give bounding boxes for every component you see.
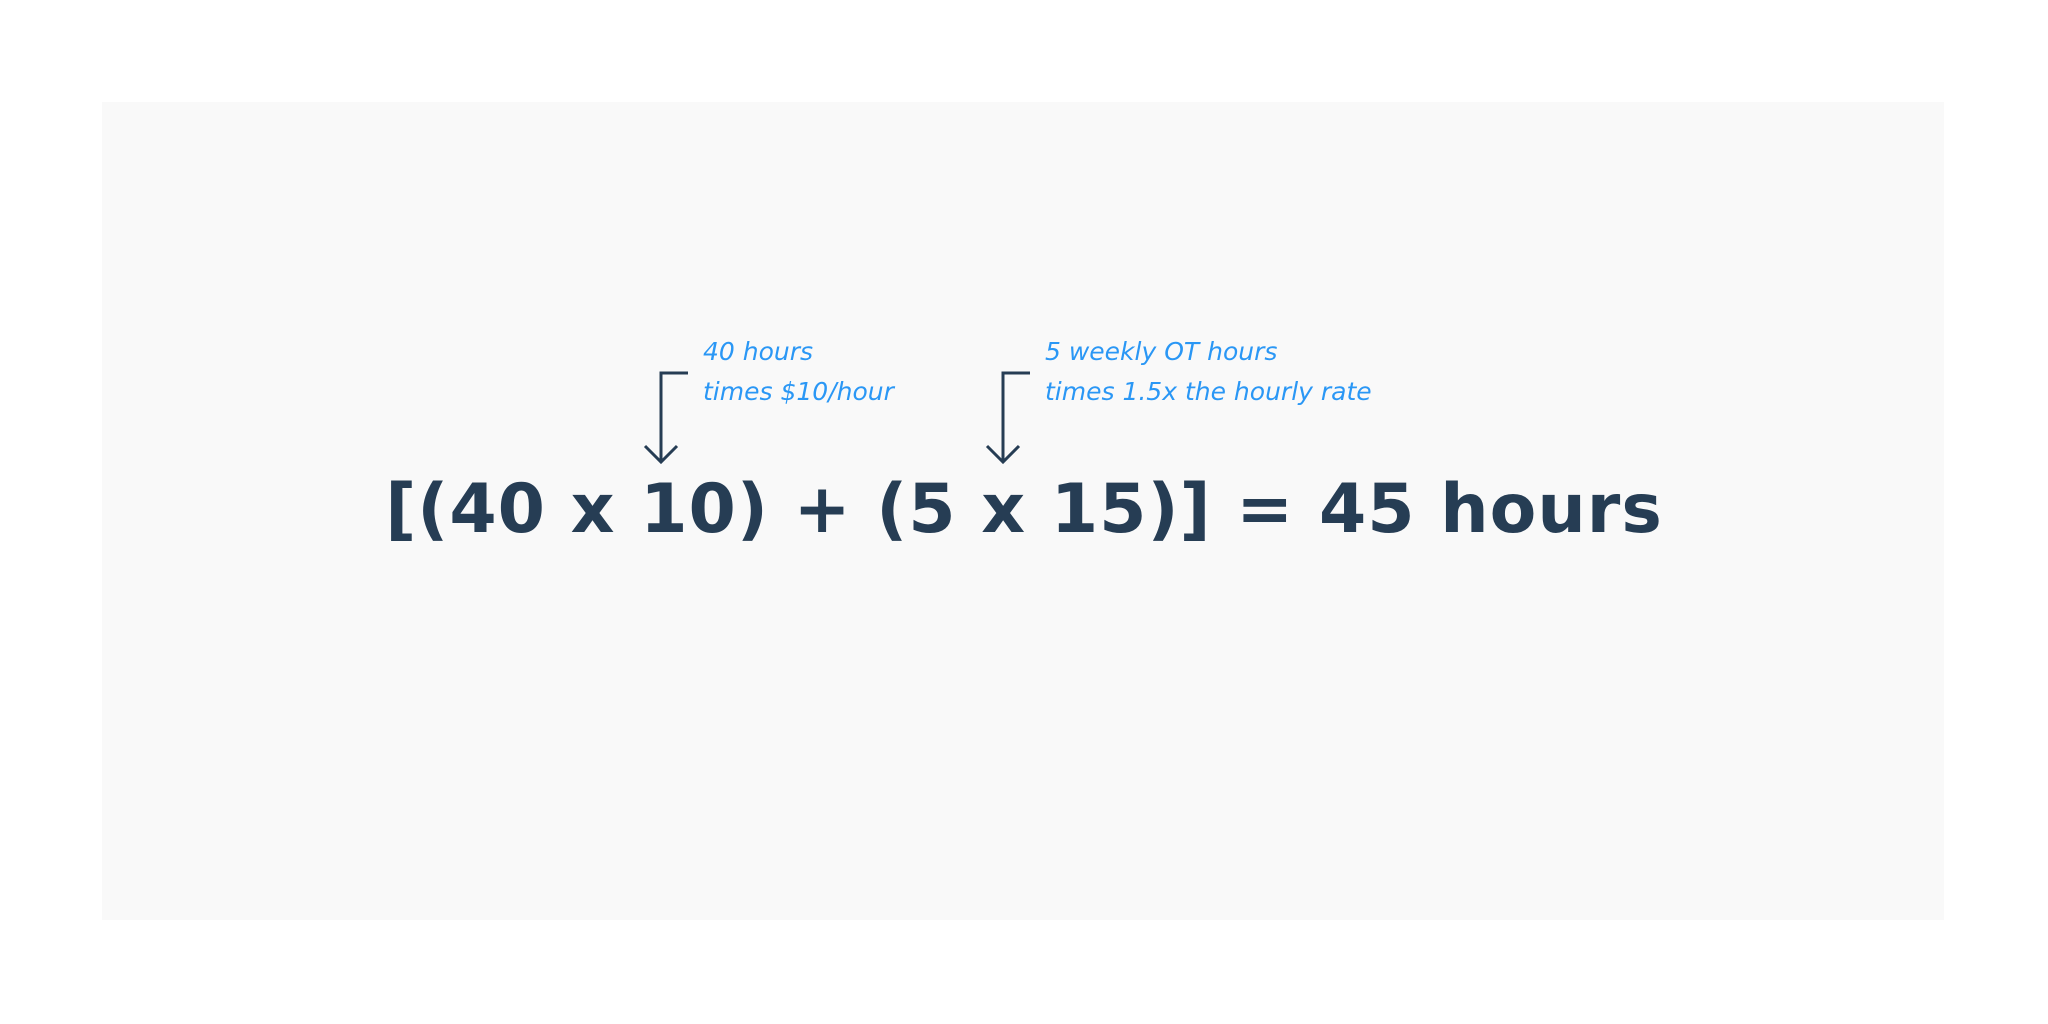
annotation-line: times $10/hour	[703, 377, 894, 406]
diagram-panel	[102, 102, 1944, 920]
annotation-line: 40 hours	[703, 337, 814, 366]
formula: [(40 x 10) + (5 x 15)] = 45 hours	[385, 470, 1663, 549]
annotation-line: 5 weekly OT hours	[1045, 337, 1278, 366]
annotation-regular-pay: 40 hours times $10/hour	[703, 332, 894, 412]
annotation-overtime: 5 weekly OT hours times 1.5x the hourly …	[1045, 332, 1372, 412]
arrow-down-icon	[643, 371, 688, 465]
arrow-down-icon	[985, 371, 1030, 465]
annotation-line: times 1.5x the hourly rate	[1045, 377, 1372, 406]
